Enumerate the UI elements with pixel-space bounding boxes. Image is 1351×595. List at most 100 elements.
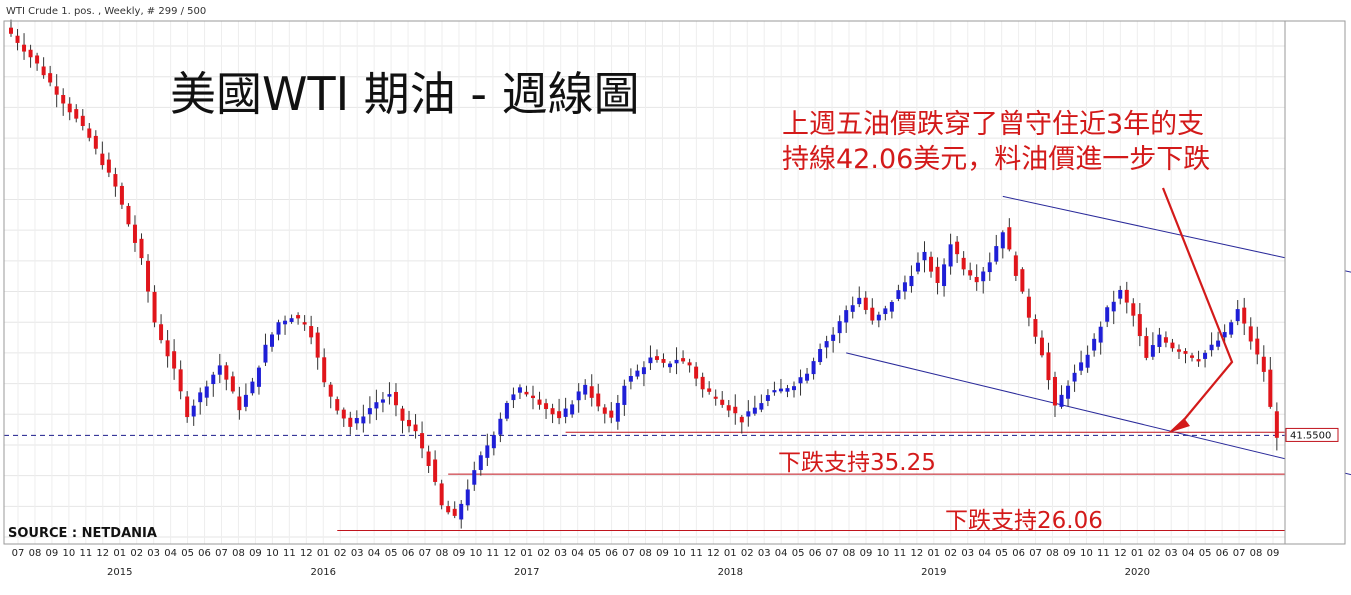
- x-tick-label: 11: [1097, 548, 1110, 559]
- x-tick-label: 11: [894, 548, 907, 559]
- candle: [883, 305, 888, 321]
- x-year-label: 2017: [514, 567, 539, 578]
- candle: [746, 400, 751, 427]
- x-tick-label: 02: [334, 548, 347, 559]
- candle: [857, 286, 862, 308]
- x-tick-label: 02: [944, 548, 957, 559]
- x-tick-label: 09: [1267, 548, 1280, 559]
- x-tick-label: 04: [571, 548, 584, 559]
- x-tick-label: 07: [622, 548, 635, 559]
- candle: [446, 500, 451, 515]
- candle: [531, 385, 535, 410]
- x-tick-label: 05: [181, 548, 194, 559]
- candle: [439, 479, 444, 510]
- candle: [204, 380, 209, 406]
- candle: [309, 315, 314, 345]
- candle: [537, 391, 542, 410]
- candle: [1150, 332, 1155, 360]
- candle: [413, 414, 418, 439]
- candle: [733, 394, 738, 425]
- candle: [139, 233, 144, 265]
- x-tick-label: 06: [198, 548, 211, 559]
- candle: [354, 410, 359, 430]
- x-tick-label: 12: [300, 548, 313, 559]
- x-tick-label: 07: [1233, 548, 1246, 559]
- candle: [159, 314, 164, 344]
- current-price-tag: 41.5500: [1285, 427, 1339, 442]
- candle: [524, 385, 529, 397]
- x-tick-label: 07: [12, 548, 25, 559]
- x-tick-label: 01: [724, 548, 737, 559]
- x-tick-label: 06: [1216, 548, 1229, 559]
- candle: [511, 387, 516, 409]
- x-tick-label: 08: [843, 548, 856, 559]
- candle: [283, 315, 288, 335]
- candle: [393, 383, 398, 417]
- candle: [824, 335, 829, 359]
- candle: [1059, 385, 1064, 409]
- candle: [1105, 305, 1110, 328]
- x-tick-label: 02: [537, 548, 550, 559]
- x-tick-label: 09: [453, 548, 466, 559]
- candle: [550, 403, 555, 424]
- candle: [844, 305, 849, 333]
- x-tick-label: 01: [113, 548, 126, 559]
- candle: [380, 392, 385, 413]
- candle: [1268, 357, 1273, 409]
- candle: [915, 252, 920, 275]
- candle: [713, 389, 718, 406]
- x-tick-label: 07: [1029, 548, 1042, 559]
- candle: [113, 167, 118, 197]
- candle: [955, 236, 960, 263]
- candle: [106, 152, 111, 178]
- candle: [1079, 350, 1084, 376]
- candle: [335, 396, 340, 415]
- candle: [596, 383, 601, 412]
- candle: [1176, 344, 1181, 360]
- x-year-label: 2020: [1125, 567, 1150, 578]
- candle: [902, 275, 907, 300]
- candle: [563, 397, 568, 424]
- x-tick-label: 04: [368, 548, 381, 559]
- candle: [1066, 380, 1071, 407]
- candle: [1098, 321, 1103, 355]
- candle: [132, 215, 137, 252]
- candle: [1000, 230, 1005, 259]
- candle: [948, 233, 953, 275]
- x-tick-label: 11: [690, 548, 703, 559]
- candle: [837, 315, 842, 344]
- candle: [850, 296, 855, 319]
- candle: [1242, 297, 1247, 336]
- candle: [341, 407, 346, 427]
- candle: [74, 104, 79, 123]
- candle: [1085, 345, 1090, 373]
- candle: [80, 109, 85, 131]
- x-tick-label: 05: [792, 548, 805, 559]
- candle: [1190, 352, 1195, 362]
- comment-line-1: 上週五油價跌穿了曾守住近3年的支: [782, 109, 1204, 140]
- candle: [374, 389, 379, 421]
- candle: [54, 74, 59, 108]
- current-price-value: 41.5500: [1290, 430, 1331, 441]
- x-tick-label: 09: [656, 548, 669, 559]
- candle: [863, 291, 868, 315]
- x-tick-label: 10: [470, 548, 483, 559]
- candle: [1118, 285, 1123, 305]
- candle: [1046, 342, 1051, 390]
- x-tick-label: 07: [215, 548, 228, 559]
- x-tick-label: 02: [1148, 548, 1161, 559]
- candle: [974, 264, 979, 291]
- x-tick-label: 09: [46, 548, 59, 559]
- candle: [1033, 314, 1038, 344]
- candle: [498, 412, 503, 443]
- x-tick-label: 09: [860, 548, 873, 559]
- candle: [491, 431, 496, 456]
- x-tick-label: 01: [927, 548, 940, 559]
- candle: [1124, 281, 1129, 314]
- x-tick-label: 11: [79, 548, 92, 559]
- candle: [1131, 298, 1136, 327]
- candle: [628, 368, 633, 390]
- x-tick-label: 12: [910, 548, 923, 559]
- candle: [1222, 324, 1227, 342]
- x-year-label: 2019: [921, 567, 946, 578]
